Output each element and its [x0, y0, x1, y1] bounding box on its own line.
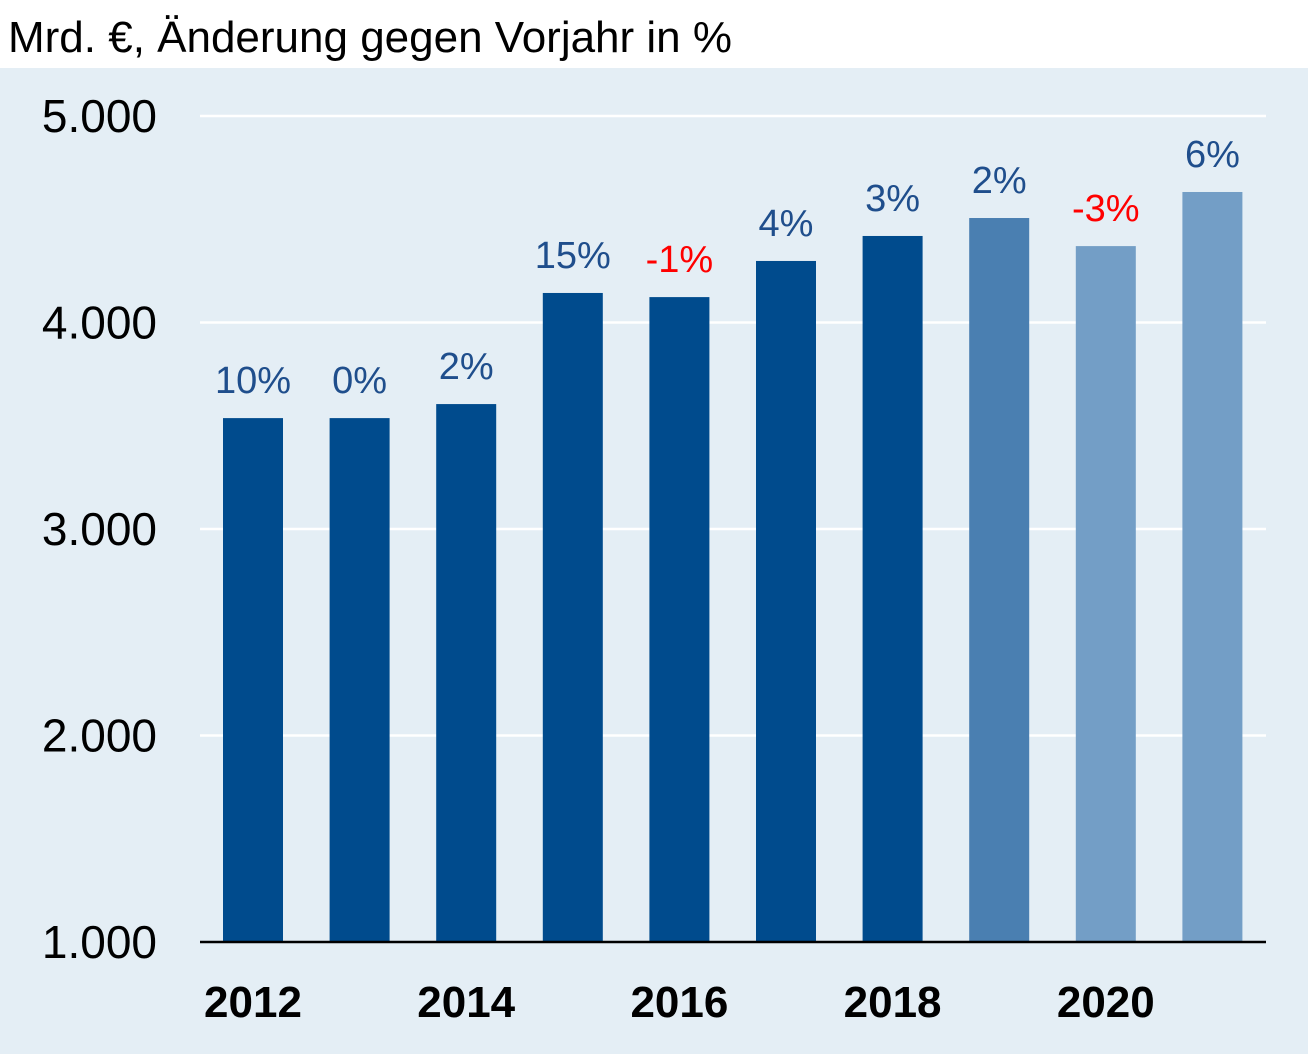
data-label: 6%: [1185, 134, 1240, 176]
data-label: 10%: [215, 360, 291, 402]
data-label: 0%: [332, 360, 387, 402]
chart-title: Mrd. €, Änderung gegen Vorjahr in %: [8, 13, 732, 62]
x-tick-label: 2018: [844, 978, 942, 1027]
bar-2017: [756, 260, 816, 942]
x-tick-label: 2012: [204, 978, 302, 1027]
data-label: 15%: [535, 235, 611, 277]
bar-2016: [649, 297, 710, 943]
bar-2020: [1075, 246, 1136, 943]
y-tick-label: 5.000: [42, 90, 157, 142]
y-tick-label: 4.000: [42, 297, 157, 349]
bar-2019: [969, 218, 1030, 943]
data-label: 2%: [439, 346, 494, 388]
data-label: -1%: [646, 239, 714, 281]
data-label: -3%: [1072, 188, 1140, 230]
bar-2014: [436, 404, 497, 942]
data-label: 4%: [759, 203, 814, 245]
y-tick-label: 2.000: [42, 710, 157, 762]
bar-2018: [862, 235, 923, 942]
x-tick-label: 2016: [630, 978, 728, 1027]
bar-2012: [223, 418, 283, 942]
y-tick-label: 1.000: [42, 916, 157, 968]
bar-2015: [542, 292, 603, 943]
data-label: 2%: [972, 160, 1027, 202]
x-tick-label: 2014: [417, 978, 515, 1027]
x-tick-label: 2020: [1057, 978, 1155, 1027]
bar-2013: [329, 418, 390, 942]
y-tick-label: 3.000: [42, 503, 157, 555]
data-label: 3%: [865, 178, 920, 220]
bar-2021: [1182, 191, 1243, 942]
